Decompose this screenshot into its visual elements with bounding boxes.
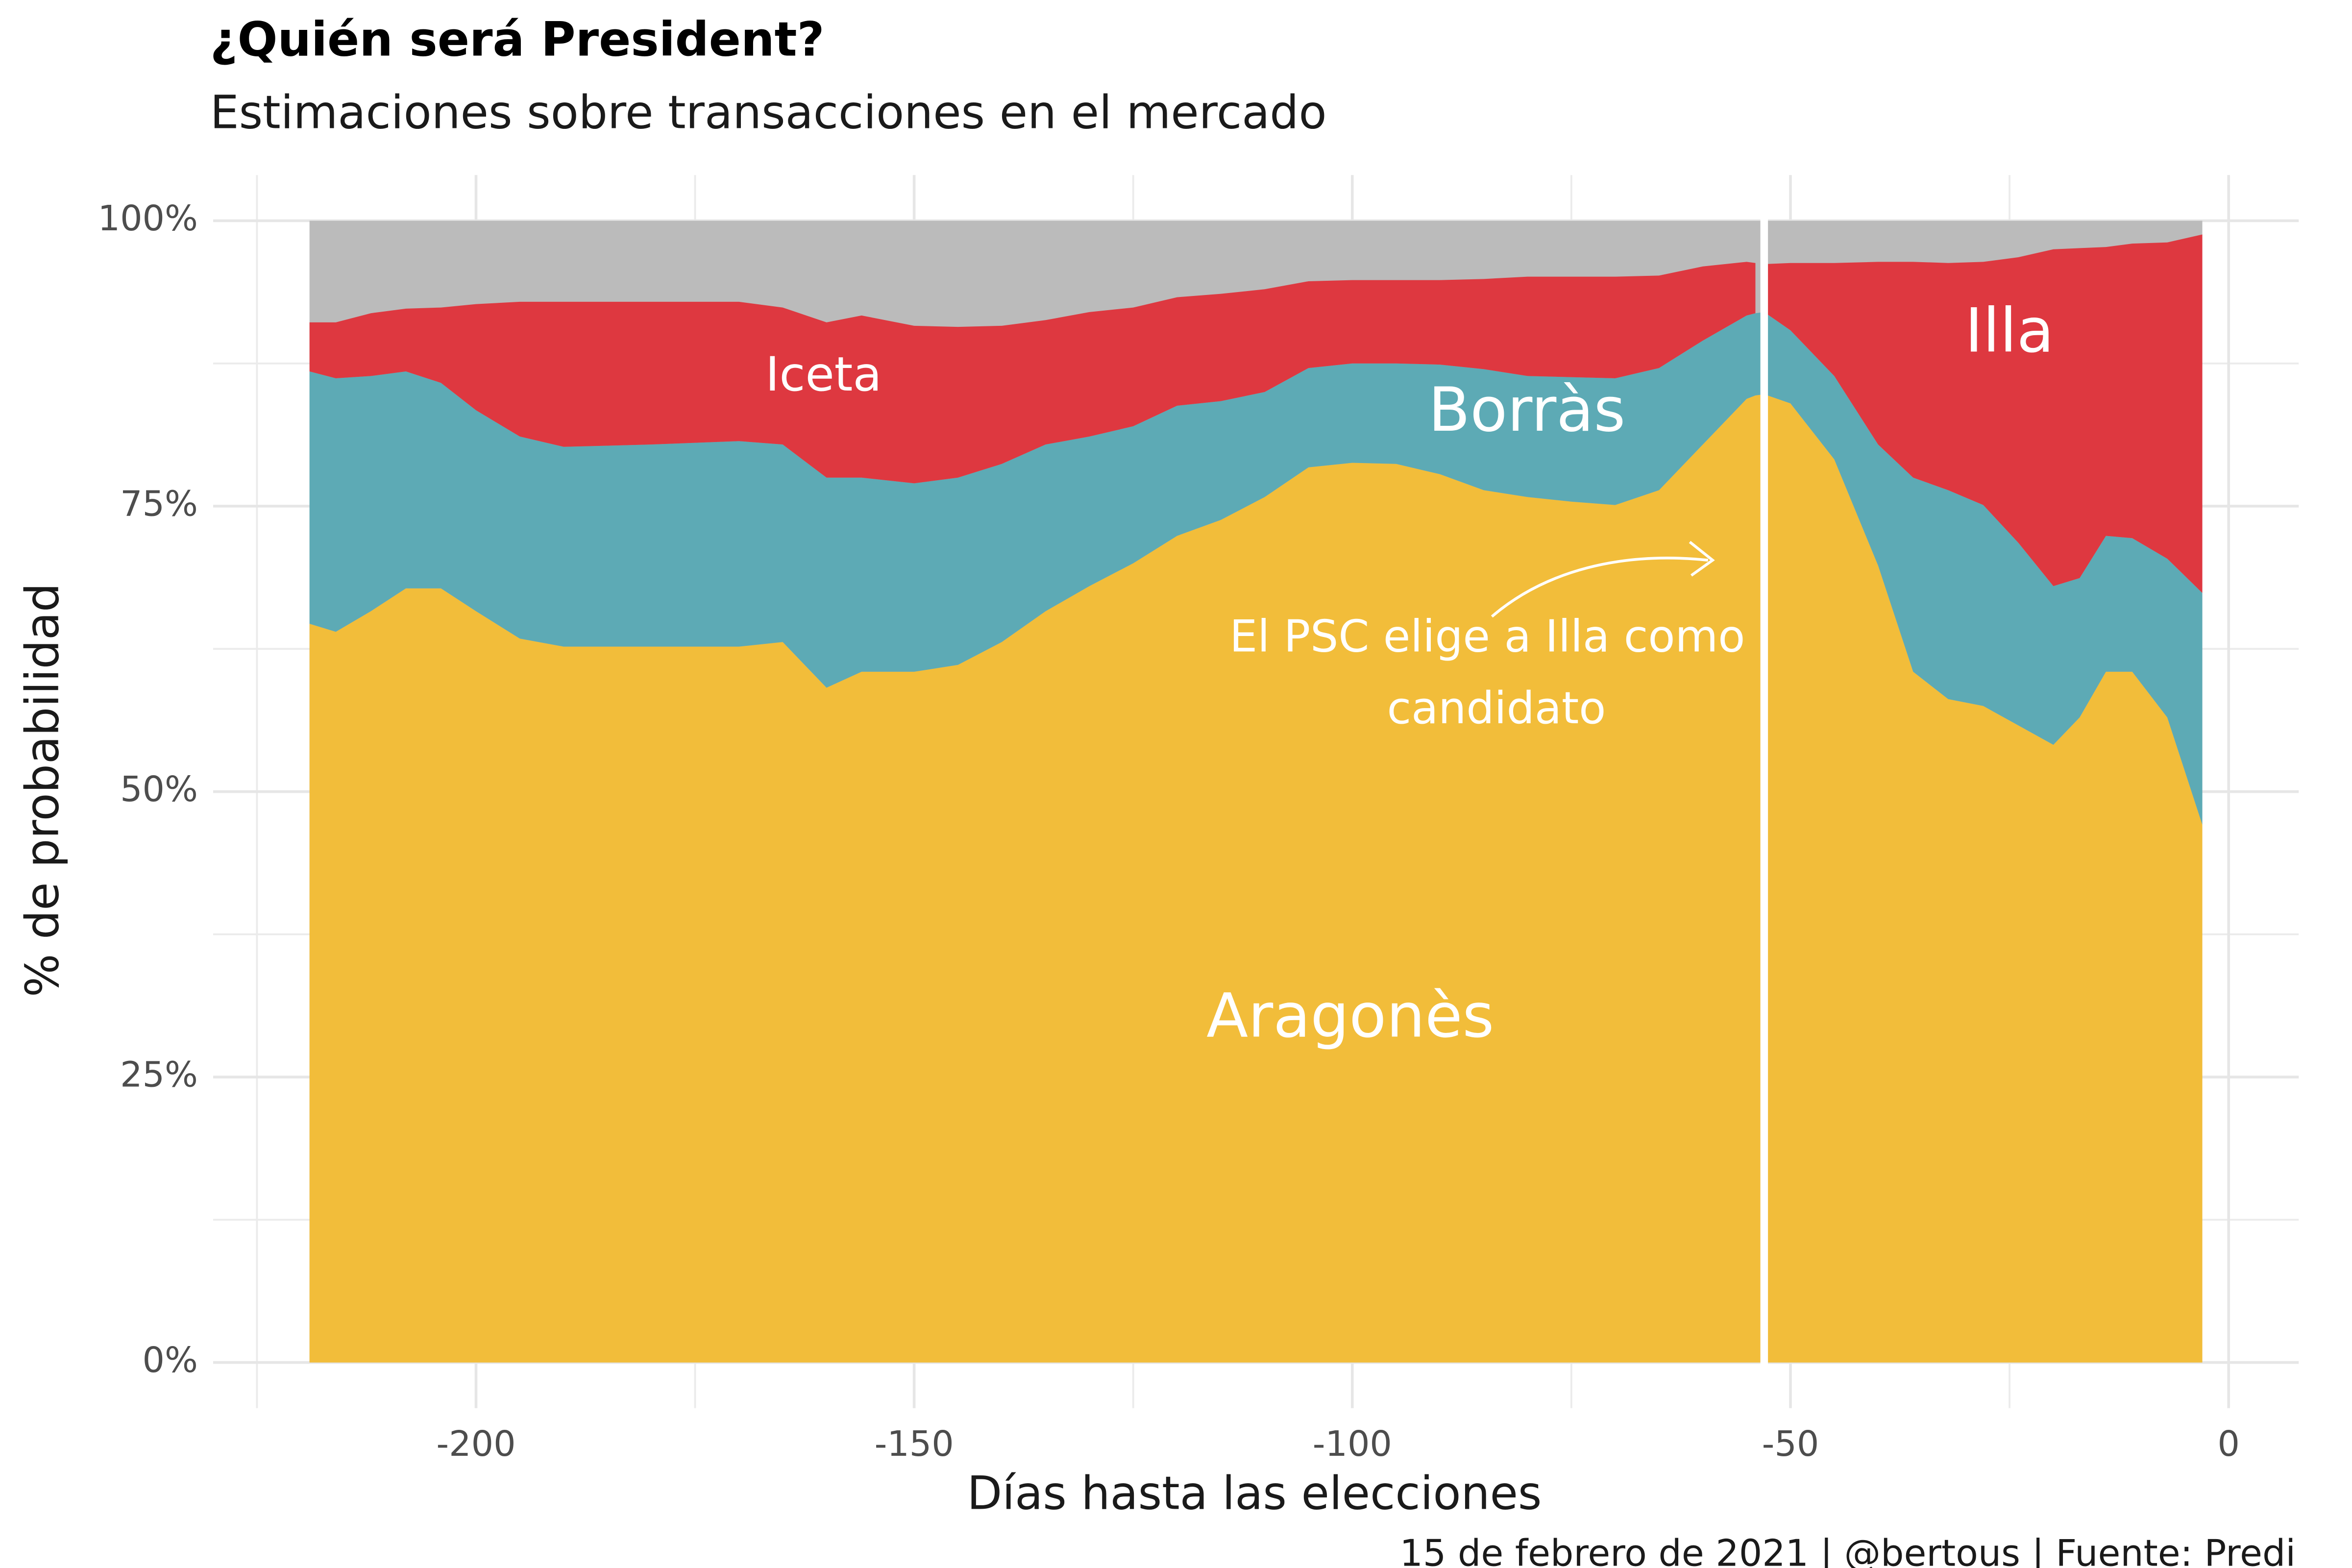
chart-title: ¿Quién será President?: [210, 12, 825, 67]
series-label: Borràs: [1428, 375, 1625, 445]
stacked-area: [309, 262, 1756, 484]
stacked-area: [309, 312, 2203, 825]
annotation-text: candidato: [1387, 683, 1606, 734]
x-axis-title: Días hasta las elecciones: [967, 1466, 1542, 1519]
annotation-text: El PSC elige a Illa como: [1229, 611, 1745, 662]
areas: [309, 217, 2203, 1369]
annotation-arrow: [1491, 557, 1709, 618]
y-tick-label: 0%: [143, 1340, 198, 1380]
series-label: Aragonès: [1206, 981, 1494, 1052]
annotation-arrowhead: [1689, 540, 1715, 577]
stacked-area: [1764, 234, 2203, 593]
y-tick-label: 75%: [120, 484, 198, 524]
x-tick-label: -150: [875, 1423, 954, 1464]
stacked-area: [309, 394, 2203, 1363]
x-tick-label: -200: [436, 1423, 515, 1464]
labels: Aragonès Borràs Iceta Illa El PSC elige a Il…: [765, 296, 2054, 1052]
series-label: Illa: [1965, 296, 2054, 367]
x-tick-label: -100: [1313, 1423, 1392, 1464]
chart-subtitle: Estimaciones sobre transacciones en el m…: [210, 86, 1327, 139]
series-label: Iceta: [765, 347, 882, 402]
y-axis-title: % de probabilidad: [16, 583, 69, 997]
y-tick-label: 25%: [120, 1054, 198, 1095]
x-tick-label: 0: [2217, 1423, 2239, 1464]
caption: 15 de febrero de 2021 | @bertous | Fuent…: [1399, 1532, 2296, 1568]
x-tick-label: -50: [1762, 1423, 1819, 1464]
y-tick-label: 50%: [120, 769, 198, 809]
y-tick-label: 100%: [98, 198, 198, 239]
